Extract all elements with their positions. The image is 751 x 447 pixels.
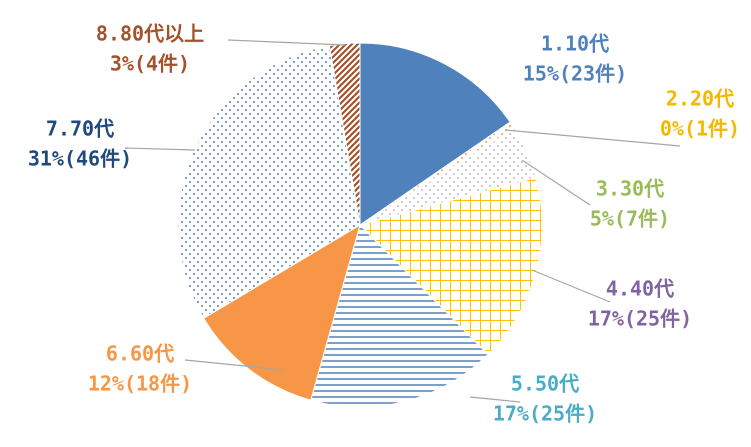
slice-value-label: 0%(1件) [660, 117, 740, 141]
pie-slice [359, 176, 543, 356]
pie-slice [177, 45, 361, 319]
leader-line [531, 269, 611, 303]
slice-label: 4.40代 [606, 277, 674, 301]
pie-slice [359, 42, 511, 226]
pie-slice [310, 224, 489, 408]
slice-value-label: 17%(25件) [588, 307, 692, 331]
slice-value-label: 31%(46件) [28, 147, 132, 171]
pie-slice [202, 223, 361, 401]
slice-label: 2.20代 [666, 87, 734, 111]
pie-slice [328, 42, 361, 226]
slice-value-label: 3%(4件) [110, 52, 190, 76]
leader-line [504, 129, 681, 147]
leader-line [184, 359, 286, 371]
slice-label: 5.50代 [511, 372, 579, 396]
slice-value-label: 12%(18件) [88, 372, 192, 396]
slice-label: 8.80代以上 [96, 22, 204, 46]
leader-line [469, 396, 521, 403]
slice-label: 6.60代 [106, 342, 174, 366]
slice-value-label: 5%(7件) [590, 207, 670, 231]
leader-line [227, 39, 346, 46]
slice-value-label: 15%(23件) [523, 62, 627, 86]
leader-line [521, 159, 591, 206]
slice-label: 1.10代 [541, 32, 609, 56]
slice-label: 3.30代 [596, 177, 664, 201]
leader-line [124, 147, 196, 151]
slice-value-label: 17%(25件) [493, 402, 597, 426]
slice-label: 7.70代 [46, 117, 114, 141]
